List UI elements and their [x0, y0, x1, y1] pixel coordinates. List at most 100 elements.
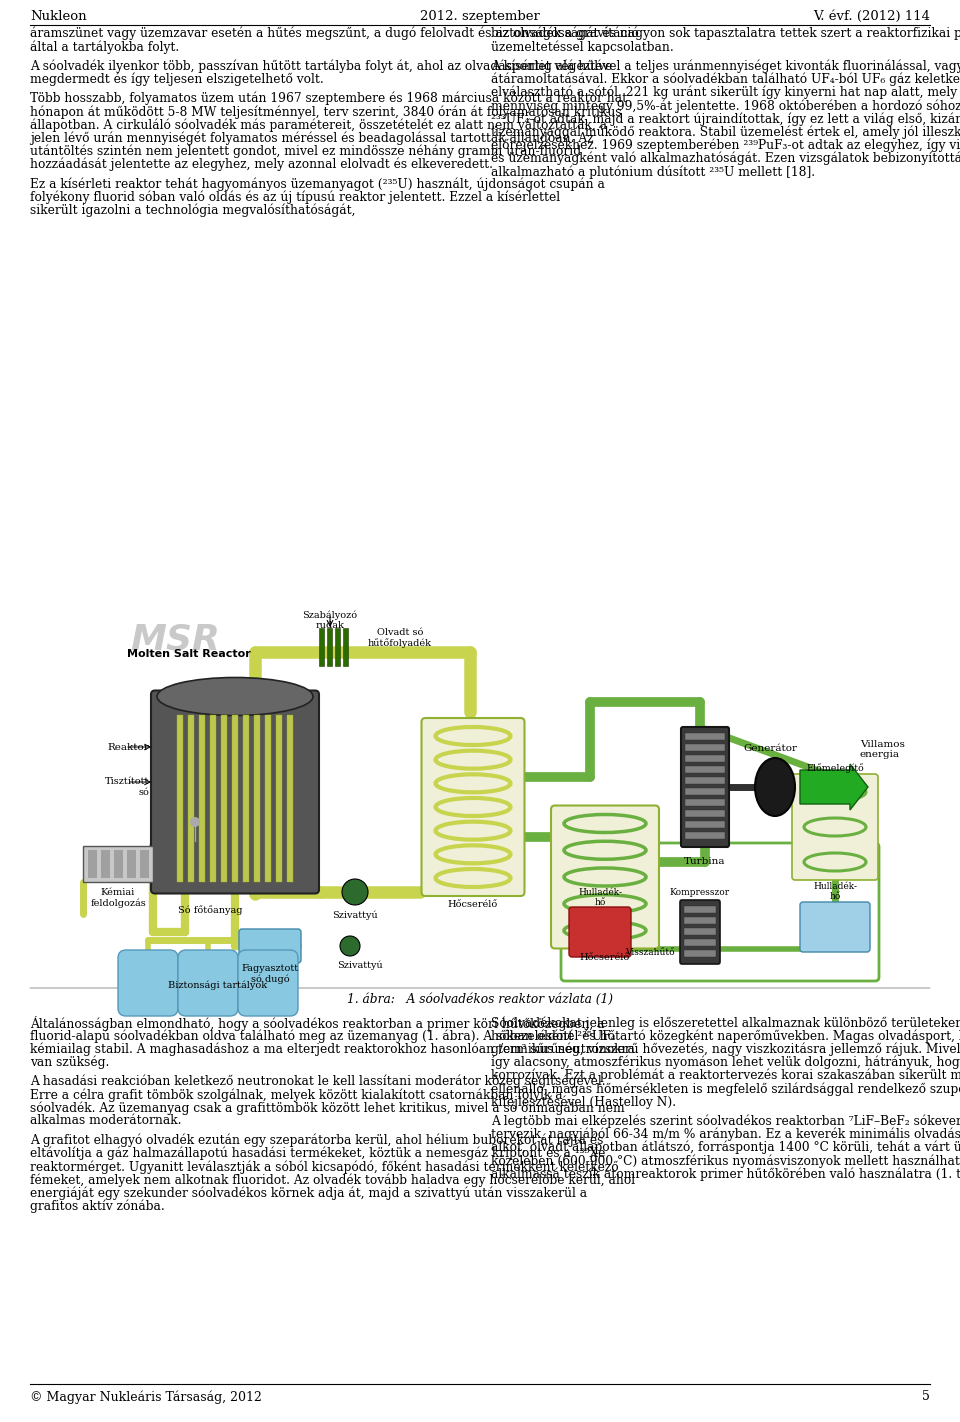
FancyBboxPatch shape [118, 950, 178, 1015]
FancyBboxPatch shape [569, 907, 631, 957]
Text: Molten Salt Reactor: Molten Salt Reactor [127, 648, 251, 658]
Bar [685, 788, 725, 795]
Text: eltávolítja a gáz halmazállapotú hasadási termékeket, köztük a nemesgáz kriptont: eltávolítja a gáz halmazállapotú hasadás… [30, 1146, 606, 1160]
Bar [114, 850, 123, 877]
Text: Ez a kísérleti reaktor tehát hagyományos üzemanyagot (²³⁵U) használt, újdonságot: Ez a kísérleti reaktor tehát hagyományos… [30, 176, 605, 191]
Text: kifejlesztésével (Hastelloy N).: kifejlesztésével (Hastelloy N). [491, 1095, 676, 1109]
Bar [685, 744, 725, 751]
Text: Több hosszabb, folyamatos üzem után 1967 szeptembere és 1968 márciusa között a r: Több hosszabb, folyamatos üzem után 1967… [30, 92, 627, 105]
Text: Reaktor: Reaktor [108, 742, 149, 751]
Text: Só főtőanyag: Só főtőanyag [178, 904, 242, 914]
Text: Előmelegítő: Előmelegítő [806, 764, 864, 774]
Text: Olvadt só
hűtőfolyadék: Olvadt só hűtőfolyadék [368, 627, 432, 648]
Bar [127, 850, 136, 877]
Bar [243, 714, 249, 882]
Text: Szabályozó
rudak: Szabályozó rudak [302, 610, 357, 630]
Bar [335, 629, 340, 665]
Text: üzemeltetéssel kapcsolatban.: üzemeltetéssel kapcsolatban. [491, 40, 674, 54]
Ellipse shape [157, 677, 313, 715]
Text: mennyiség mintegy 99,5%-át jelentette. 1968 októberében a hordozó sóhoz, a ⁷LiF–: mennyiség mintegy 99,5%-át jelentette. 1… [491, 100, 960, 112]
Text: A sóolvadék ilyenkor több, passzívan hűtött tartályba folyt át, ahol az olvadásp: A sóolvadék ilyenkor több, passzívan hűt… [30, 60, 612, 73]
Bar [254, 714, 260, 882]
Text: 1. ábra:   A sóolvadékos reaktor vázlata (1): 1. ábra: A sóolvadékos reaktor vázlata (… [347, 993, 613, 1005]
Text: állapotban. A cirkuláló sóolvadék más paramétereit, összetételét ez alatt nem vá: állapotban. A cirkuláló sóolvadék más pa… [30, 118, 607, 132]
Text: A hasadási reakcióban keletkező neutronokat le kell lassítani moderátor közeg se: A hasadási reakcióban keletkező neutrono… [30, 1075, 606, 1088]
Text: folyékony fluorid sóban való oldás és az új típusú reaktor jelentett. Ezzel a kí: folyékony fluorid sóban való oldás és az… [30, 191, 560, 203]
Text: Szivattyú: Szivattyú [332, 910, 378, 920]
FancyArrow shape [800, 764, 868, 811]
Bar [210, 714, 216, 882]
Text: Hőcserélő: Hőcserélő [448, 900, 498, 909]
Text: Generátor: Generátor [743, 744, 797, 754]
Text: reaktormérget. Ugyanitt leválasztják a sóból kicsapódó, főként hasadási termékke: reaktormérget. Ugyanitt leválasztják a s… [30, 1160, 618, 1173]
Text: g/cm³ sűrűség, vízszerű hővezetés, nagy viszkozitásra jellemző rájuk. Mivel tenz: g/cm³ sűrűség, vízszerű hővezetés, nagy … [491, 1042, 960, 1057]
Text: 5: 5 [923, 1389, 930, 1404]
Text: átáramoltatásával. Ekkor a sóolvadékban található UF₄-ból UF₆ gáz keletkezik, am: átáramoltatásával. Ekkor a sóolvadékban … [491, 73, 960, 87]
Bar [684, 950, 716, 957]
Circle shape [340, 936, 360, 956]
FancyBboxPatch shape [421, 718, 524, 896]
Text: alkot, olvadt állapotban átlátszó, forráspontja 1400 °C körüli, tehát a várt üze: alkot, olvadt állapotban átlátszó, forrá… [491, 1140, 960, 1155]
Bar [276, 714, 282, 882]
Text: így alacsony, atmoszférikus nyomáson lehet velük dolgozni, hátrányuk, hogy által: így alacsony, atmoszférikus nyomáson leh… [491, 1055, 960, 1069]
Circle shape [190, 818, 200, 828]
Text: alkalmassá teszik atomreaktorok primer hűtőkörében való használatra (1. táblázat: alkalmassá teszik atomreaktorok primer h… [491, 1167, 960, 1180]
Bar [685, 755, 725, 762]
Bar [685, 832, 725, 839]
Bar [685, 811, 725, 818]
Text: hőkezelésénél és hőtartó közegként naperőművekben. Magas olvadásport, közepes hő: hőkezelésénél és hőtartó közegként naper… [491, 1030, 960, 1042]
Text: grafitos aktív zónába.: grafitos aktív zónába. [30, 1200, 165, 1213]
Text: Biztonsági tartályok: Biztonsági tartályok [168, 980, 268, 990]
FancyBboxPatch shape [239, 929, 301, 963]
Text: Visszahűtő: Visszahűtő [625, 948, 675, 957]
Text: közelében (600-900 °C) atmoszférikus nyomásviszonyok mellett használható. Tulajd: közelében (600-900 °C) atmoszférikus nyo… [491, 1155, 960, 1167]
Bar [685, 799, 725, 806]
FancyBboxPatch shape [151, 691, 319, 893]
Bar [83, 846, 153, 882]
Bar [684, 906, 716, 913]
Text: energiáját egy szekunder sóolvadékos körnek adja át, majd a szivattyú után vissz: energiáját egy szekunder sóolvadékos kör… [30, 1186, 588, 1200]
Text: A kísérlet végeztével a teljes uránmennyiséget kivonták fluorinálással, vagyis f: A kísérlet végeztével a teljes uránmenny… [491, 60, 960, 73]
Text: sikerült igazolni a technológia megvalósíthatóságát,: sikerült igazolni a technológia megvalós… [30, 203, 355, 218]
Bar [685, 820, 725, 828]
Text: Tisztított
só: Tisztított só [105, 778, 149, 796]
Text: 2012. szeptember: 2012. szeptember [420, 10, 540, 23]
Text: áramszünet vagy üzemzavar esetén a hűtés megszűnt, a dugó felolvadt és az olvadé: áramszünet vagy üzemzavar esetén a hűtés… [30, 27, 638, 40]
FancyBboxPatch shape [238, 950, 298, 1015]
Text: fluorid-alapú sóolvadékban oldva található meg az üzemanyag (1. ábra). A sóban o: fluorid-alapú sóolvadékban oldva találha… [30, 1030, 615, 1042]
Text: Nukleon: Nukleon [30, 10, 86, 23]
Text: sóolvadék. Az üzemanyag csak a grafittömbök között lehet kritikus, mivel a só ön: sóolvadék. Az üzemanyag csak a grafittöm… [30, 1101, 625, 1115]
Text: alkalmazható a plutónium dúsított ²³⁵U mellett [18].: alkalmazható a plutónium dúsított ²³⁵U m… [491, 165, 815, 179]
Text: A grafitot elhagyó olvadék ezután egy szeparátorba kerül, ahol hélium buborékot : A grafitot elhagyó olvadék ezután egy sz… [30, 1133, 604, 1148]
Text: Fagyasztott
só dugó: Fagyasztott só dugó [241, 964, 299, 984]
Text: A legtöbb mai elképzelés szerint sóolvadékos reaktorban ⁷LiF–BeF₂ sókeverék hasz: A legtöbb mai elképzelés szerint sóolvad… [491, 1115, 960, 1128]
Bar [88, 850, 97, 877]
Text: utántöltés szintén nem jelentett gondot, mivel ez mindössze néhány gramm urán-fl: utántöltés szintén nem jelentett gondot,… [30, 145, 581, 158]
Ellipse shape [755, 758, 795, 816]
Text: alkalmas moderátornak.: alkalmas moderátornak. [30, 1115, 181, 1128]
FancyBboxPatch shape [681, 727, 729, 848]
Text: hozzáadását jelentette az elegyhez, mely azonnal elolvadt és elkeveredett.: hozzáadását jelentette az elegyhez, mely… [30, 158, 493, 171]
Bar [684, 939, 716, 946]
Bar [265, 714, 271, 882]
Text: Hulladék-
hő: Hulladék- hő [813, 882, 857, 902]
Text: és üzemanyagként való alkalmazhatóságát. Ezen vizsgálatok bebizonyították, hogy : és üzemanyagként való alkalmazhatóságát.… [491, 152, 960, 165]
Text: jelen lévő urán mennyiségét folyamatos méréssel és beadagolással tartották állan: jelen lévő urán mennyiségét folyamatos m… [30, 131, 593, 145]
Text: Erre a célra grafit tömbök szolgálnak, melyek között kialakított csatornákban fo: Erre a célra grafit tömbök szolgálnak, m… [30, 1088, 563, 1102]
FancyBboxPatch shape [680, 900, 720, 964]
Text: Szivattyú: Szivattyú [337, 960, 383, 970]
Text: MSR: MSR [130, 621, 220, 656]
Bar [327, 629, 332, 665]
Bar [221, 714, 227, 882]
Text: ellenálló, magas hőmérsékleten is megfelelő szilárdsággal rendelkező szuperötvöz: ellenálló, magas hőmérsékleten is megfel… [491, 1082, 960, 1095]
Bar [685, 766, 725, 774]
Bar [188, 714, 194, 882]
Bar [177, 714, 183, 882]
Text: Kémiai
feldolgozás: Kémiai feldolgozás [90, 887, 146, 909]
Text: biztonságosságát és nagyon sok tapasztalatra tettek szert a reaktorfizikai param: biztonságosságát és nagyon sok tapasztal… [491, 27, 960, 40]
Bar [101, 850, 110, 877]
Bar [684, 929, 716, 936]
Bar [140, 850, 149, 877]
Text: ²³³UF₄-ot adtak, majd a reaktort újraindítottak, így ez lett a világ első, kizár: ²³³UF₄-ot adtak, majd a reaktort újraind… [491, 112, 960, 125]
Text: korrozívak. Ezt a problémát a reaktortervezés korai szakaszában sikerült megolda: korrozívak. Ezt a problémát a reaktorter… [491, 1069, 960, 1082]
